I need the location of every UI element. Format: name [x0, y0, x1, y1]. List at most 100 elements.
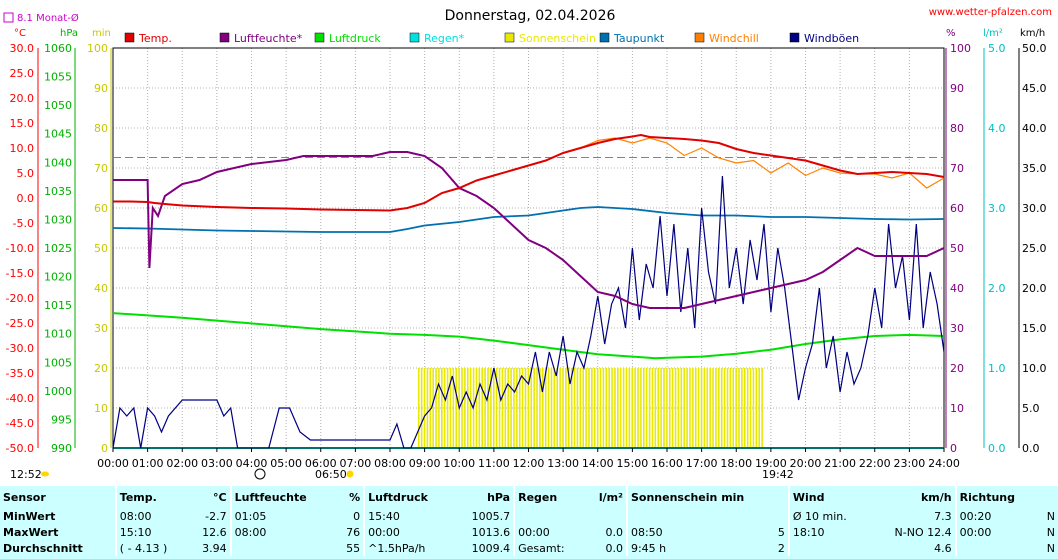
stats-cell-wind-v: N-NO 12.4	[894, 525, 952, 539]
pressure-tick-label: 1050	[44, 99, 72, 112]
sun-tick-label: 70	[94, 162, 108, 175]
x-tick-label: 04:00	[236, 457, 268, 470]
rain-tick-label: 1.0	[988, 362, 1006, 375]
stats-cell-wind-t	[787, 540, 871, 556]
x-tick-label: 08:00	[374, 457, 406, 470]
humidity-unit-label: %	[946, 28, 956, 39]
rain-unit-label: l/m²	[983, 28, 1003, 39]
humidity-tick-label: 10	[950, 402, 964, 415]
sunrise-time: 06:50	[315, 468, 347, 481]
stats-header-press: Luftdruck	[363, 486, 454, 508]
stats-header-dir: Richtung	[954, 486, 1039, 508]
stats-cell-wind-t: Ø 10 min.	[787, 508, 871, 524]
stats-cell-press-v: 1009.4	[471, 541, 511, 555]
humidity-tick-label: 0	[950, 442, 957, 455]
stats-cell-dir-t: 00:20	[954, 508, 1039, 524]
temp-tick-label: -30.0	[6, 342, 34, 355]
x-tick-label: 06:00	[305, 457, 337, 470]
x-tick-label: 15:00	[617, 457, 649, 470]
site-link[interactable]: www.wetter-pfalzen.com	[929, 7, 1052, 18]
stats-cell-hum-v: 0	[353, 509, 361, 523]
temp-tick-label: 10.0	[10, 142, 35, 155]
sun-tick-label: 60	[94, 202, 108, 215]
pressure-series-line	[112, 312, 945, 360]
x-tick-label: 02:00	[166, 457, 198, 470]
stats-cell-temp-v: 3.94	[202, 541, 227, 555]
sun-tick-label: 90	[94, 82, 108, 95]
pressure-tick-label: 1000	[44, 385, 72, 398]
pressure-tick-label: 990	[51, 442, 72, 455]
stats-cell-temp-t: 15:10	[114, 524, 189, 540]
pressure-tick-label: 1035	[44, 185, 72, 198]
legend-label: Sonnenschein	[519, 32, 596, 45]
temp-tick-label: -35.0	[6, 367, 34, 380]
legend-swatch	[789, 32, 800, 43]
humidity-tick-label: 30	[950, 322, 964, 335]
temp-tick-label: 5.0	[17, 167, 35, 180]
stats-header-hum-unit: %	[349, 490, 361, 504]
sun-tick-label: 40	[94, 282, 108, 295]
legend-label: Regen*	[424, 32, 465, 45]
pressure-tick-label: 1025	[44, 242, 72, 255]
humidity-tick-label: 80	[950, 122, 964, 135]
stats-header-sun: Sonnenschein min	[625, 486, 789, 508]
dewpoint-series-line	[112, 206, 945, 233]
stats-header-temp-unit: °C	[213, 490, 227, 504]
pressure-tick-label: 1005	[44, 356, 72, 369]
stats-cell-press-v: 1013.6	[471, 525, 511, 539]
stats-cell-label: MaxWert	[3, 525, 59, 539]
stats-cell-dir-v: N	[1046, 525, 1055, 539]
weather-chart: 30.0 25.0 20.0 15.0 10.0 5.0 0.0 -5.0 -10.0 -15.0…	[3, 7, 1052, 481]
stats-header-wind: Wind	[787, 486, 871, 508]
x-tick-label: 01:00	[132, 457, 164, 470]
x-tick-label: 03:00	[201, 457, 233, 470]
wind-tick-label: 30.0	[1022, 202, 1047, 215]
x-tick-label: 16:00	[651, 457, 683, 470]
sunset-time: 19:42	[762, 468, 794, 481]
sun-tick-label: 10	[94, 402, 108, 415]
stats-cell-hum-t	[229, 540, 337, 556]
temp-tick-label: -10.0	[6, 242, 34, 255]
month-avg-label: 8.1 Monat-Ø	[17, 12, 79, 24]
stats-header-row: Sensor Temp. °C Luftfeuchte % Luftdruck …	[0, 486, 1058, 508]
temp-tick-label: -45.0	[6, 417, 34, 430]
temp-tick-label: -15.0	[6, 267, 34, 280]
x-tick-label: 23:00	[894, 457, 926, 470]
stats-cell-sun-t: 08:50	[625, 524, 749, 540]
wind-tick-label: 10.0	[1022, 362, 1047, 375]
stats-cell-dir-t	[954, 540, 1039, 556]
wind-tick-label: 50.0	[1022, 42, 1047, 55]
pressure-tick-label: 1040	[44, 156, 72, 169]
x-tick-label: 10:00	[443, 457, 475, 470]
pressure-tick-label: 1060	[44, 42, 72, 55]
stats-cell-press-v: 1005.7	[471, 509, 511, 523]
sun-tick-label: 20	[94, 362, 108, 375]
sun-tick-label: 50	[94, 242, 108, 255]
stats-cell-temp-t: 08:00	[114, 508, 189, 524]
x-tick-label: 05:00	[270, 457, 302, 470]
pressure-tick-label: 1010	[44, 328, 72, 341]
sun-tick-label: 30	[94, 322, 108, 335]
stats-cell-sun-v: 5	[777, 525, 785, 539]
rain-tick-label: 5.0	[988, 42, 1006, 55]
stats-cell-hum-t: 01:05	[229, 508, 337, 524]
pressure-tick-label: 1015	[44, 299, 72, 312]
stats-cell-sun-t	[625, 508, 749, 524]
stats-cell-temp-v: -2.7	[205, 509, 227, 523]
legend-label: Temp.	[138, 32, 172, 45]
wind-tick-label: 5.0	[1022, 402, 1040, 415]
stats-cell-rain-v: 0.0	[605, 525, 623, 539]
wind-tick-label: 35.0	[1022, 162, 1047, 175]
temp-tick-label: 0.0	[17, 192, 35, 205]
stats-cell-temp-v: 12.6	[202, 525, 227, 539]
stats-cell-label: Durchschnitt	[3, 541, 83, 555]
stats-header-rain-unit: l/m²	[598, 490, 623, 504]
humidity-tick-label: 50	[950, 242, 964, 255]
stats-row: MaxWert 15:10 12.6 08:00 76 00:00 1013.6 00:00 0…	[0, 524, 1058, 540]
legend-swatch	[504, 32, 515, 43]
stats-cell-sun-t: 9:45 h	[625, 540, 749, 556]
legend-swatch	[409, 32, 420, 43]
x-tick-label: 21:00	[824, 457, 856, 470]
temp-series-line	[113, 133, 945, 212]
stats-header-wind-unit: km/h	[920, 490, 952, 504]
